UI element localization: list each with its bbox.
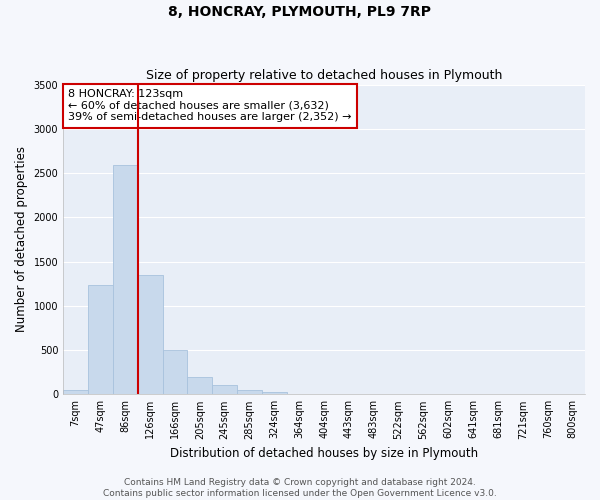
X-axis label: Distribution of detached houses by size in Plymouth: Distribution of detached houses by size … [170,447,478,460]
Bar [262,392,287,394]
Bar [88,286,113,395]
Bar [212,384,237,394]
Bar [113,165,138,394]
Text: Contains HM Land Registry data © Crown copyright and database right 2024.
Contai: Contains HM Land Registry data © Crown c… [103,478,497,498]
Bar [237,390,262,394]
Bar [163,350,187,395]
Text: 8 HONCRAY: 123sqm
← 60% of detached houses are smaller (3,632)
39% of semi-detac: 8 HONCRAY: 123sqm ← 60% of detached hous… [68,89,352,122]
Y-axis label: Number of detached properties: Number of detached properties [15,146,28,332]
Bar [63,390,88,394]
Title: Size of property relative to detached houses in Plymouth: Size of property relative to detached ho… [146,69,502,82]
Bar [187,376,212,394]
Bar [138,275,163,394]
Text: 8, HONCRAY, PLYMOUTH, PL9 7RP: 8, HONCRAY, PLYMOUTH, PL9 7RP [169,5,431,19]
